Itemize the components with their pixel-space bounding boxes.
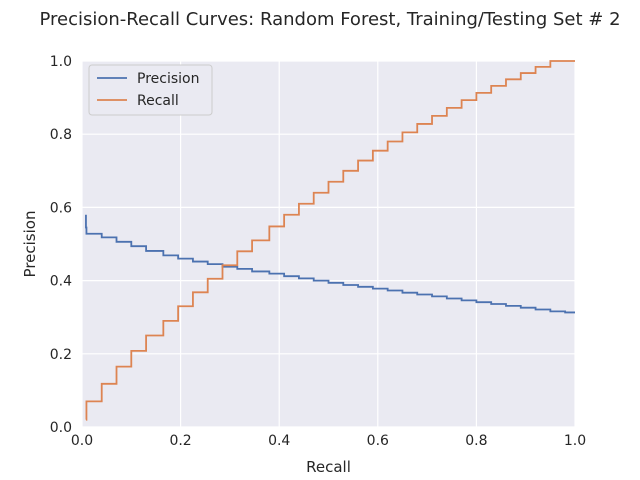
plot-background [82,61,575,427]
legend-label-precision: Precision [137,71,199,87]
x-tick-label: 0.6 [367,433,389,449]
y-axis-label: Precision [21,211,39,278]
x-tick-label: 0.2 [169,433,191,449]
x-axis-label: Recall [306,458,351,476]
x-tick-label: 0.8 [465,433,487,449]
series-line-recall [85,60,575,421]
legend: Precision Recall [88,64,213,116]
y-tick-label: 0.2 [50,347,72,363]
chart-title: Precision-Recall Curves: Random Forest, … [39,9,620,30]
x-axis-ticks: 0.0 0.2 0.4 0.6 0.8 1.0 [71,433,586,449]
y-tick-label: 1.0 [50,54,72,70]
y-axis-ticks: 0.0 0.2 0.4 0.6 0.8 1.0 [50,54,72,436]
y-tick-label: 0.8 [50,127,72,143]
x-tick-label: 0.4 [268,433,290,449]
x-tick-label: 1.0 [564,433,586,449]
series-line-precision [85,214,575,314]
y-tick-label: 0.0 [50,420,72,436]
series-layer [85,60,575,421]
x-tick-label: 0.0 [71,433,93,449]
legend-label-recall: Recall [137,93,179,109]
y-tick-label: 0.4 [50,274,72,290]
y-tick-label: 0.6 [50,200,72,216]
